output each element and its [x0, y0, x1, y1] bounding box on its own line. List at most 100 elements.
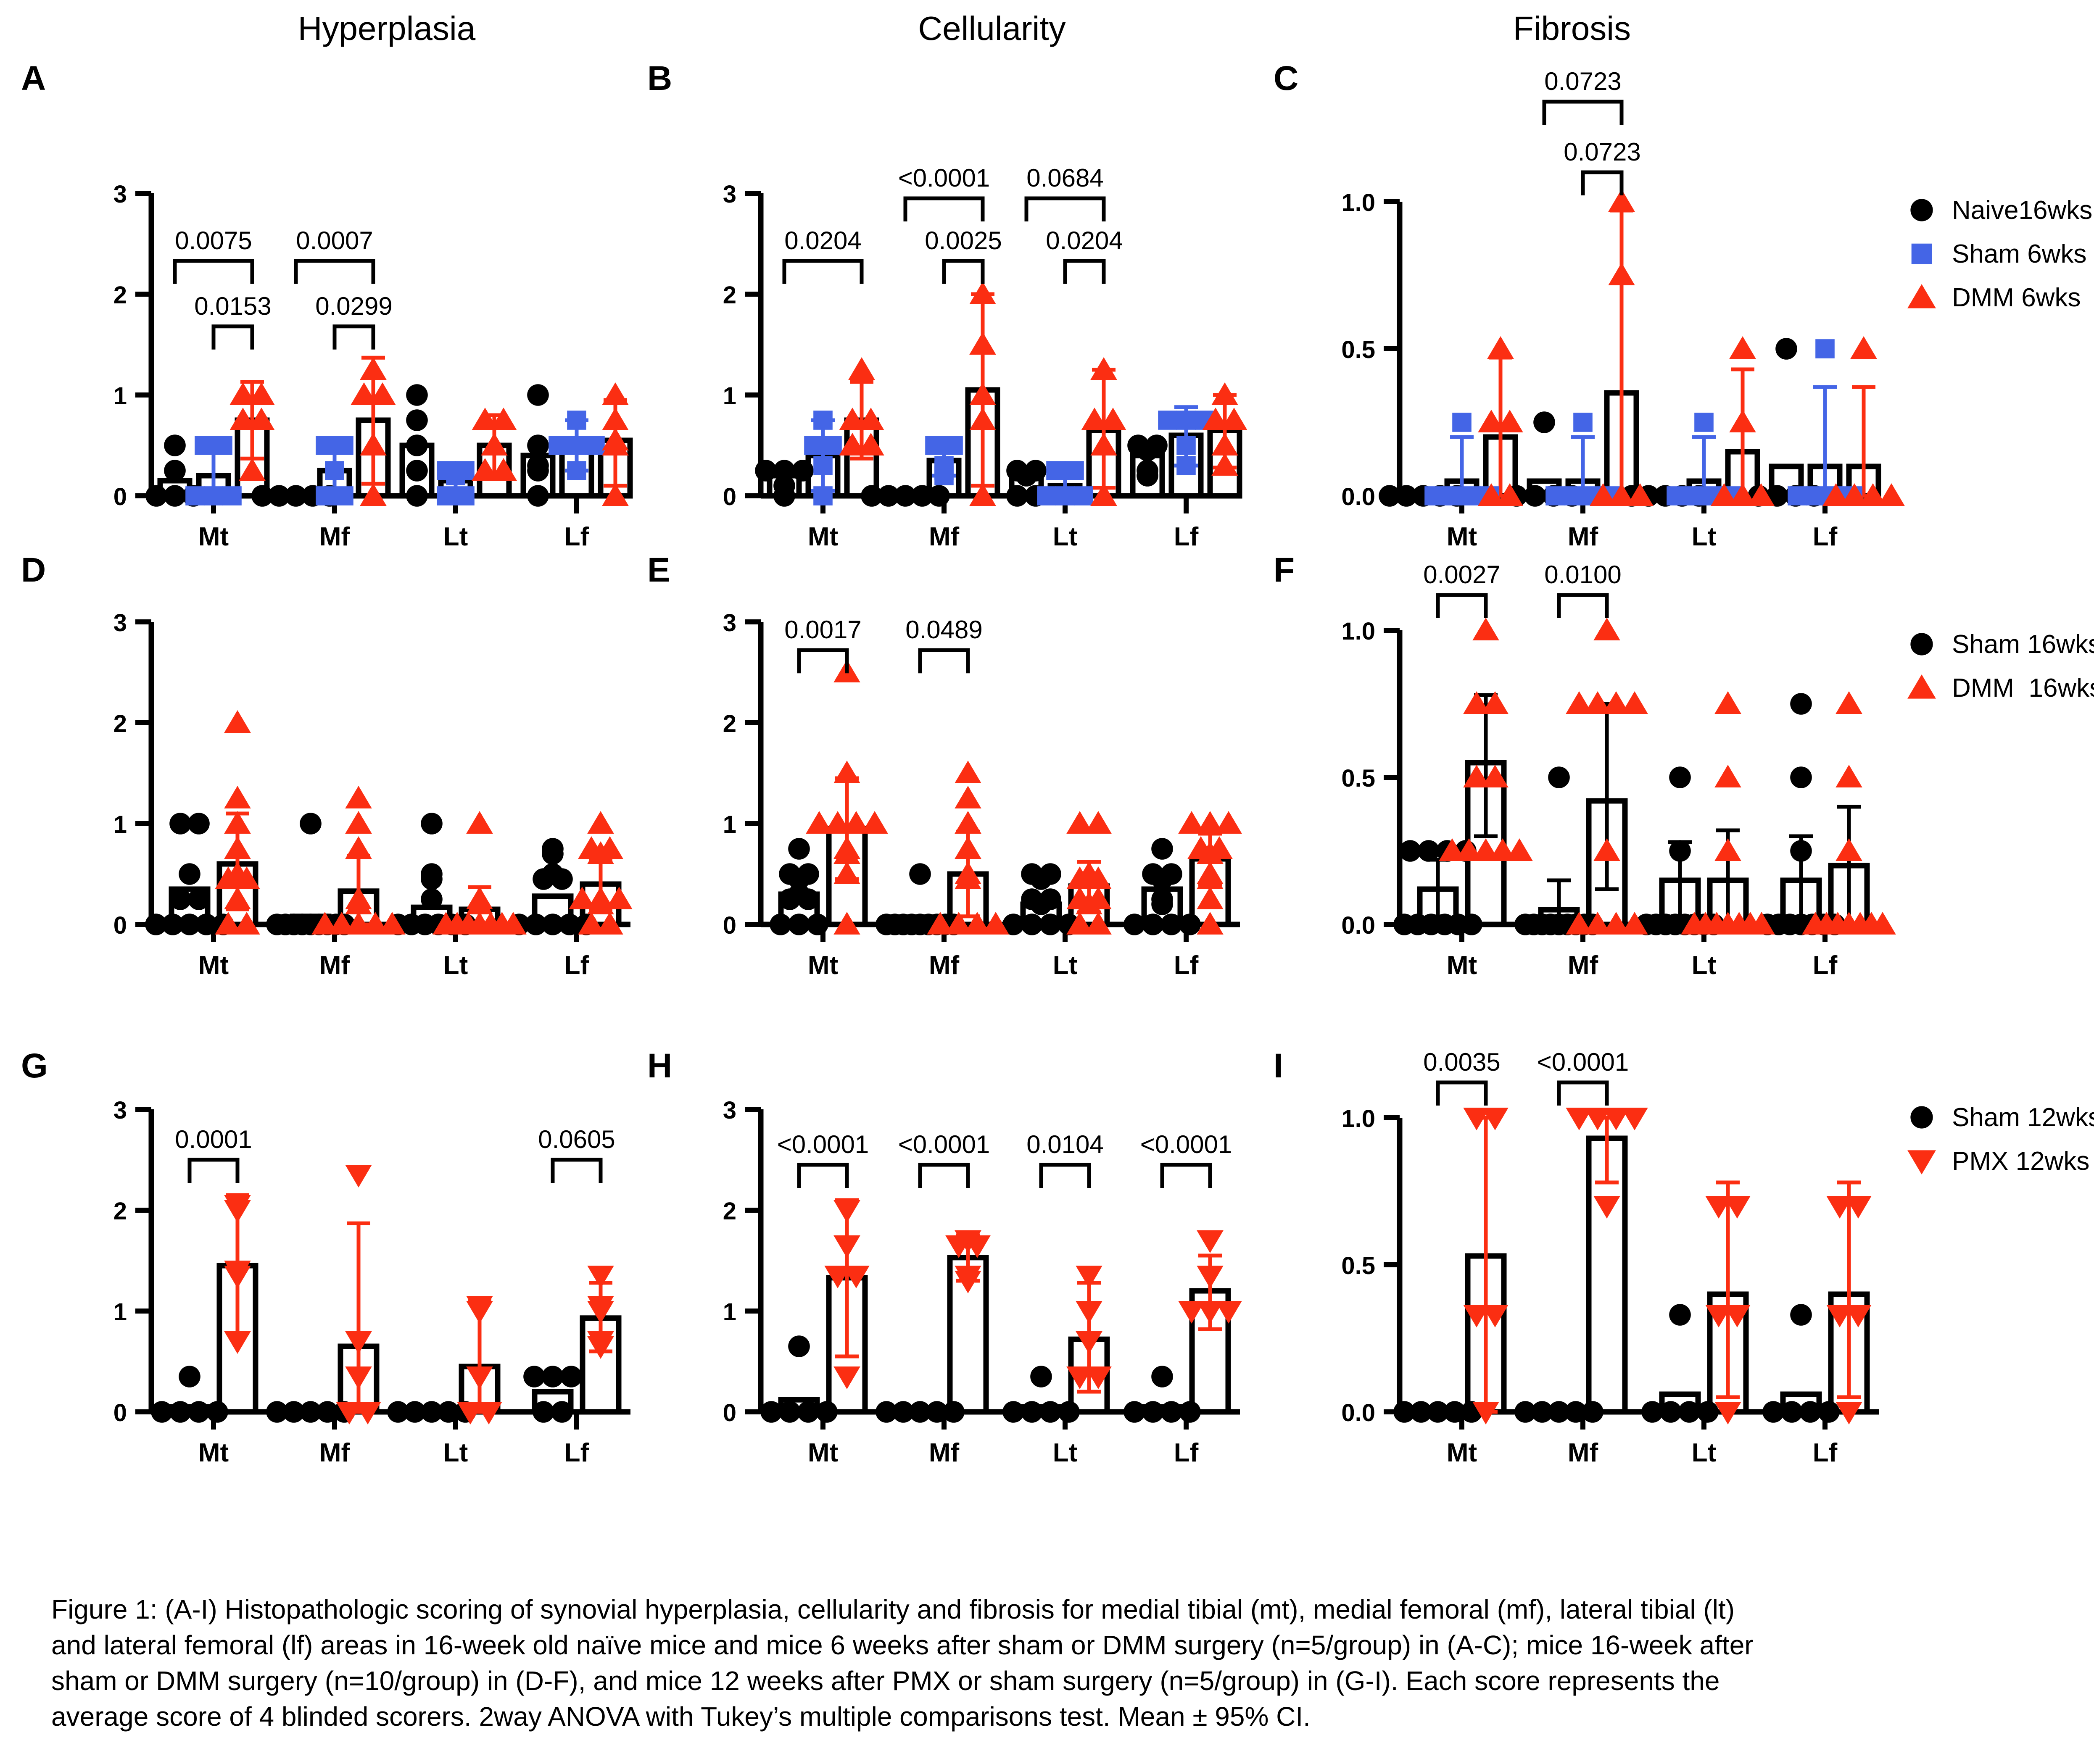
circle-icon [421, 868, 443, 890]
category-label: Lf [1813, 951, 1838, 980]
circle-icon [542, 914, 564, 935]
category-label: Lf [1174, 1438, 1199, 1467]
square-icon [455, 486, 475, 506]
circle-icon [1427, 1401, 1449, 1423]
circle-icon [1818, 1401, 1840, 1423]
square-icon [1685, 486, 1704, 506]
circle-icon [1006, 485, 1028, 507]
triangle-up-icon [345, 811, 372, 834]
panel-letter-F: F [1274, 551, 1295, 589]
y-tick-label: 1 [113, 382, 127, 410]
circle-icon [909, 863, 931, 885]
triangle-up-icon [1066, 866, 1093, 889]
triangle-up-icon [490, 458, 517, 481]
category-label: Lf [1174, 951, 1199, 980]
category-label: Lf [1813, 522, 1838, 551]
square-icon [813, 456, 833, 475]
triangle-up-icon [955, 786, 981, 808]
circle-icon [1030, 1366, 1052, 1388]
circle-icon [943, 1401, 965, 1423]
significance-bracket [918, 1163, 970, 1188]
significance-bracket [1557, 593, 1609, 618]
triangle-up-icon [1178, 811, 1205, 834]
p-value-label: <0.0001 [1140, 1130, 1232, 1158]
chart-panel-I: 0.0 0.5 1.0 Mt Mf Lt Lf 0.0035 <0.0001 [1261, 1048, 1904, 1504]
triangle-up-icon [1211, 453, 1238, 476]
circle-icon [1444, 1401, 1466, 1423]
y-tick-label: 0.5 [1341, 336, 1375, 363]
circle-icon [1030, 868, 1052, 890]
circle-icon [1393, 1401, 1415, 1423]
p-value-label: 0.0035 [1423, 1048, 1501, 1076]
category-label: Mf [1568, 951, 1598, 980]
triangle-down-icon [1845, 1196, 1872, 1219]
triangle-up-icon [229, 382, 256, 405]
caption-line-3: sham or DMM surgery (n=10/group) in (D-F… [51, 1666, 1720, 1696]
circle-icon [1548, 1401, 1570, 1423]
circle-icon [1002, 1401, 1024, 1423]
triangle-up-icon [1608, 483, 1635, 506]
triangle-up-icon [569, 887, 596, 909]
panel-plot: 0 1 2 3 Mt Mf Lt Lf 0.0204 <0.0001 0.0025 0.0684 0.0… [723, 164, 1247, 551]
y-tick-label: 0 [113, 483, 127, 511]
legend-entry: DMM 6wks [1907, 276, 2092, 319]
panel-letter-E: E [647, 551, 670, 589]
triangle-up-icon [481, 433, 508, 455]
circle-icon [1179, 914, 1201, 935]
triangle-up-icon [824, 811, 851, 834]
triangle-up-icon [955, 761, 981, 783]
circle-icon [1524, 485, 1546, 507]
triangle-up-icon [1472, 618, 1499, 640]
circle-icon [179, 863, 200, 885]
circle-icon [1669, 766, 1691, 788]
legend-marker [1910, 633, 1933, 656]
triangle-up-icon [229, 408, 256, 430]
circle-icon [406, 384, 428, 406]
legend-entry: DMM 16wks [1907, 666, 2094, 710]
y-tick-label: 1 [113, 811, 127, 838]
triangle-up-icon [1489, 838, 1516, 861]
triangle-up-icon [848, 357, 875, 380]
triangle-up-icon [1566, 691, 1593, 714]
y-tick-label: 0 [113, 1399, 127, 1427]
square-icon [813, 486, 833, 506]
category-label: Mt [1447, 951, 1477, 980]
square-icon [1815, 339, 1835, 358]
triangle-up-icon [1729, 336, 1756, 359]
legend-entry: PMX 12wks [1907, 1139, 2094, 1183]
circle-icon [861, 485, 883, 507]
circle-icon [1678, 1401, 1700, 1423]
circle-icon [300, 1401, 322, 1423]
circle-icon [1142, 914, 1164, 935]
circle-icon [1137, 465, 1158, 487]
y-tick-label: 2 [723, 710, 736, 737]
circle-icon [1514, 1401, 1536, 1423]
category-label: Mt [198, 951, 229, 980]
significance-bracket [173, 259, 254, 284]
triangle-down-icon [1076, 1266, 1102, 1288]
panel-letter-A: A [21, 59, 46, 97]
y-tick-label: 0 [723, 483, 736, 511]
triangle-up-icon [1878, 483, 1905, 506]
y-tick-label: 1 [723, 382, 736, 410]
triangle-down-icon [1584, 1108, 1611, 1130]
square-icon [316, 436, 335, 455]
p-value-label: <0.0001 [777, 1130, 869, 1158]
p-value-label: 0.0489 [905, 616, 983, 644]
square-icon [934, 466, 954, 485]
triangle-down-icon [354, 1402, 381, 1424]
legend-label: Sham 6wks [1952, 239, 2087, 269]
triangle-up-icon [969, 408, 996, 430]
panel-plot: 0.0 0.5 1.0 Mt Mf Lt Lf 0.0027 0.0100 [1341, 561, 1896, 980]
triangle-up-icon [982, 912, 1009, 935]
triangle-down-icon [1197, 1301, 1224, 1324]
square-icon [1046, 461, 1065, 480]
p-value-label: 0.0684 [1026, 164, 1104, 192]
p-value-label: 0.0204 [784, 226, 862, 255]
circle-icon [162, 914, 184, 935]
square-icon [567, 461, 586, 480]
triangle-down-icon [964, 1235, 991, 1258]
chart-panel-A: 0 1 2 3 Mt Mf Lt Lf 0.0075 0.0153 0.0007 0.0299 [42, 84, 643, 580]
triangle-down-icon [833, 1366, 860, 1389]
circle-icon [551, 868, 573, 890]
